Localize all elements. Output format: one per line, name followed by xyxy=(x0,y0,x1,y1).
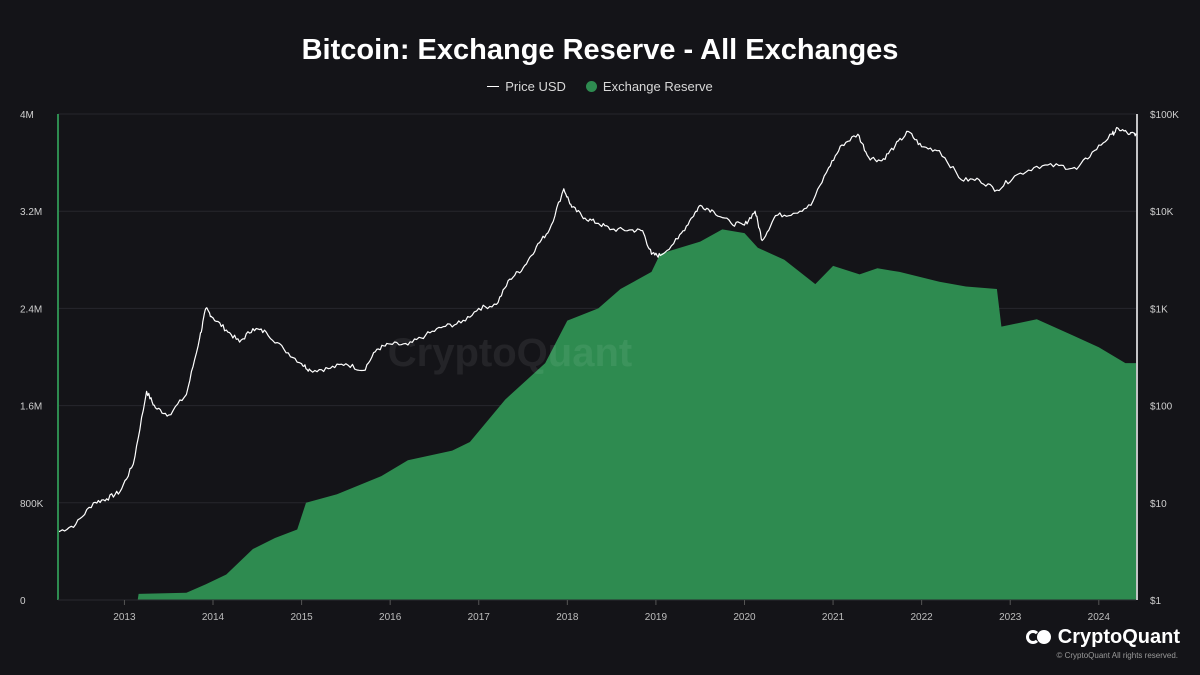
x-tick-label: 2024 xyxy=(1088,612,1111,623)
x-tick-label: 2014 xyxy=(202,612,225,623)
y-left-tick-label: 3.2M xyxy=(20,207,42,218)
y-left-tick-label: 800K xyxy=(20,499,44,510)
x-tick-label: 2020 xyxy=(733,612,756,623)
x-tick-label: 2017 xyxy=(468,612,491,623)
y-left-tick-label: 1.6M xyxy=(20,402,42,413)
series-area-exchange-reserve xyxy=(137,229,1136,600)
y-right-tick-label: $100K xyxy=(1150,110,1179,121)
y-right-tick-label: $1K xyxy=(1150,304,1168,315)
cryptoquant-logo-icon xyxy=(1025,629,1052,646)
legend-line-icon xyxy=(487,85,500,88)
y-left-tick-label: 0 xyxy=(20,596,26,607)
x-tick-label: 2013 xyxy=(113,612,136,623)
legend-label-price: Price USD xyxy=(505,79,566,94)
x-tick-label: 2018 xyxy=(556,612,579,623)
x-tick-label: 2019 xyxy=(645,612,668,623)
y-right-tick-label: $10K xyxy=(1150,207,1174,218)
brand-logo: CryptoQuant xyxy=(1025,626,1180,649)
copyright-text: © CryptoQuant All rights reserved. xyxy=(1056,651,1179,660)
legend-item-price[interactable]: Price USD xyxy=(487,79,566,94)
x-tick-label: 2015 xyxy=(290,612,313,623)
chart-legend: Price USD Exchange Reserve xyxy=(0,79,1200,94)
y-right-tick-label: $100 xyxy=(1150,402,1173,413)
x-tick-label: 2023 xyxy=(999,612,1022,623)
brand-name: CryptoQuant xyxy=(1057,626,1180,648)
watermark-text: CryptoQuant xyxy=(388,331,632,375)
chart-title: Bitcoin: Exchange Reserve - All Exchange… xyxy=(301,34,899,66)
y-left-tick-label: 4M xyxy=(20,110,34,121)
legend-dot-icon xyxy=(585,81,597,92)
y-left-tick-label: 2.4M xyxy=(20,304,42,315)
series-line-price-usd xyxy=(57,126,1137,533)
y-right-tick-label: $1 xyxy=(1150,596,1162,607)
legend-label-reserve: Exchange Reserve xyxy=(602,79,713,94)
x-tick-label: 2022 xyxy=(911,612,934,623)
x-tick-label: 2016 xyxy=(379,612,402,623)
x-tick-label: 2021 xyxy=(822,612,845,623)
legend-item-reserve[interactable]: Exchange Reserve xyxy=(585,79,713,94)
y-right-tick-label: $10 xyxy=(1150,499,1167,510)
